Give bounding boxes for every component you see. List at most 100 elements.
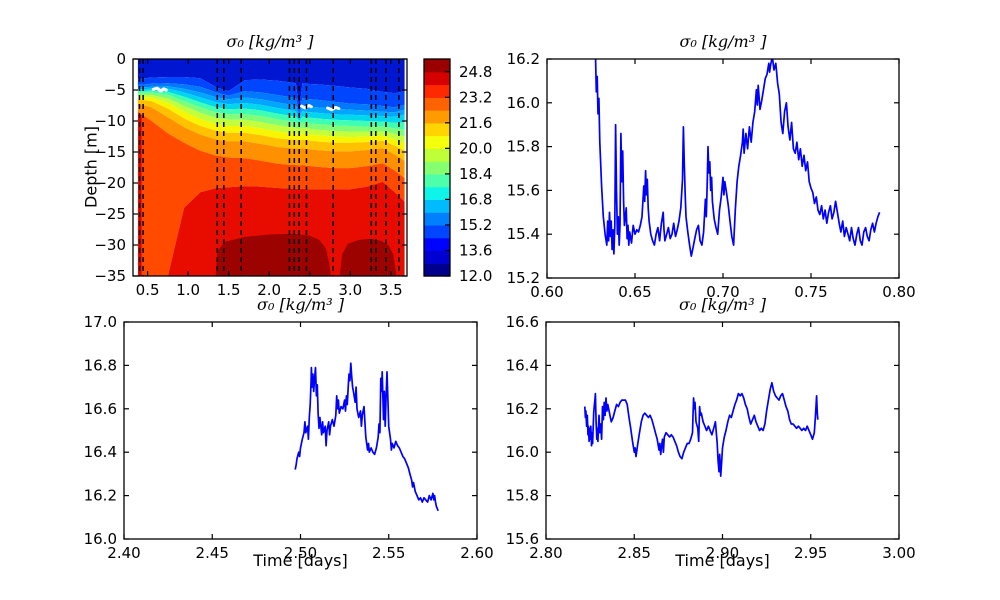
contour-band xyxy=(137,92,405,137)
profile3-xtick-label: 2.85 xyxy=(618,544,651,562)
profile3-ytick-label: 16.4 xyxy=(506,356,539,374)
colorbar-tick-label: 20.0 xyxy=(459,139,492,157)
contour-band xyxy=(137,90,405,130)
profile2-xtick-label: 2.55 xyxy=(372,544,405,562)
profile1-xtick-label: 0.75 xyxy=(794,283,827,301)
contour-xtick-label: 2.5 xyxy=(298,281,322,299)
profile3-ytick-label: 15.8 xyxy=(506,487,539,505)
profile3-xtick-label: 3.00 xyxy=(882,544,915,562)
depth-axis-label: Depth [m] xyxy=(81,126,101,208)
profile2-ytick-label: 16.4 xyxy=(84,443,117,461)
colorbar-segment xyxy=(424,161,450,175)
colorbar-segment xyxy=(424,237,450,252)
contour-ytick-label: 0 xyxy=(116,50,126,68)
profile1-axes: 0.60 0.65 0.70 0.75 0.80 15.2 15.4 15.6 15.8 16.0… xyxy=(507,50,916,301)
profile1-ytick-label: 16.0 xyxy=(507,94,540,112)
profile2-ytick-label: 16.0 xyxy=(84,530,117,548)
colorbar-tick-label: 23.2 xyxy=(459,88,492,106)
contour-ytick-label: −15 xyxy=(94,143,126,161)
colorbar-tick-label: 12.0 xyxy=(459,267,492,285)
contour-frame xyxy=(132,58,408,277)
colorbar-segment xyxy=(424,212,450,226)
colorbar: 24.8 23.2 21.6 20.0 18.4 16.8 15.2 13.6 12.0 xyxy=(423,58,492,285)
contour-xtick-label: 2.0 xyxy=(257,281,281,299)
series1-title: σ₀ [kg/m³ ] xyxy=(679,32,767,51)
profile-plot-3 xyxy=(583,381,819,477)
profile1-xtick-label: 0.65 xyxy=(618,283,651,301)
contour-band xyxy=(137,86,405,119)
contour-ytick-label: −5 xyxy=(104,81,126,99)
profile2-ytick-label: 17.0 xyxy=(84,313,117,331)
time-axis-label-left: Time [days] xyxy=(253,551,348,570)
profile2-ytick-label: 16.6 xyxy=(84,400,117,418)
profile2-xtick-label: 2.45 xyxy=(196,544,229,562)
density-curve xyxy=(594,59,881,257)
colorbar-segment xyxy=(424,186,450,201)
profile3-ytick-label: 16.6 xyxy=(506,313,539,331)
profile3-ytick-label: 16.0 xyxy=(506,443,539,461)
profile1-xtick-label: 0.60 xyxy=(530,283,563,301)
profile-plot-2 xyxy=(294,362,439,512)
colorbar-segment xyxy=(424,122,450,137)
contour-band xyxy=(137,77,405,114)
contour-ytick-label: −10 xyxy=(94,112,126,130)
profile2-xtick-label: 2.60 xyxy=(460,544,493,562)
profile1-frame xyxy=(546,58,900,279)
colorbar-segment xyxy=(424,97,450,111)
contour-xtick-label: 3.0 xyxy=(338,281,362,299)
profile3-frame xyxy=(545,321,900,540)
colorbar-segment xyxy=(424,224,450,239)
contour-ytick-label: −35 xyxy=(94,267,126,285)
density-curve xyxy=(294,362,439,512)
contour-band xyxy=(137,96,405,151)
contour-plot xyxy=(137,59,405,276)
profile2-ytick-label: 16.2 xyxy=(84,487,117,505)
profile3-xtick-label: 2.95 xyxy=(794,544,827,562)
contour-band xyxy=(137,99,405,161)
colorbar-segment xyxy=(424,173,450,188)
colorbar-segment xyxy=(424,84,450,98)
colorbar-segment xyxy=(424,199,450,213)
contour-xtick-label: 1.5 xyxy=(217,281,241,299)
profile2-ytick-label: 16.8 xyxy=(84,356,117,374)
colorbar-segment xyxy=(424,148,450,162)
contour-ytick-label: −25 xyxy=(94,205,126,223)
contour-band xyxy=(137,95,405,144)
colorbar-tick-label: 15.2 xyxy=(459,216,492,234)
contour-axes: 0.5 1.0 1.5 2.0 2.5 3.0 3.5 0 −5 −10 −15 −20 −25 −30 −… xyxy=(94,50,408,299)
contour-xtick-label: 0.5 xyxy=(136,281,160,299)
profile1-ytick-label: 16.2 xyxy=(507,50,540,68)
time-axis-label-right: Time [days] xyxy=(675,551,770,570)
colorbar-tick-label: 24.8 xyxy=(459,63,492,81)
colorbar-segment xyxy=(424,110,450,124)
colorbar-segment xyxy=(424,59,450,73)
contour-label-gap xyxy=(151,86,168,93)
colorbar-tick-label: 21.6 xyxy=(459,114,492,132)
profile1-ytick-label: 15.2 xyxy=(507,269,540,287)
profile-plot-1 xyxy=(594,59,881,257)
profile1-ytick-label: 15.8 xyxy=(507,138,540,156)
contour-xtick-label: 1.0 xyxy=(176,281,200,299)
colorbar-segment xyxy=(424,263,450,277)
profile3-ytick-label: 15.6 xyxy=(506,530,539,548)
colorbar-segment xyxy=(424,135,450,149)
contour-band xyxy=(137,111,405,276)
deep-red-lobe xyxy=(339,238,397,276)
colorbar-segment xyxy=(424,71,450,86)
profile2-xtick-label: 2.50 xyxy=(284,544,317,562)
profile3-xtick-label: 2.90 xyxy=(706,544,739,562)
profile3-axes: 2.80 2.85 2.90 2.95 3.00 15.6 15.8 16.0 16.2 16.4… xyxy=(506,313,916,562)
contour-ytick-label: −20 xyxy=(94,174,126,192)
profile1-ytick-label: 15.6 xyxy=(507,181,540,199)
series3-title: σ₀ [kg/m³ ] xyxy=(679,295,766,314)
profile1-ytick-label: 15.4 xyxy=(507,225,540,243)
contour-ytick-label: −30 xyxy=(94,236,126,254)
profile1-xtick-label: 0.80 xyxy=(882,283,915,301)
colorbar-segment xyxy=(424,250,450,264)
contour-band xyxy=(137,181,405,276)
profile3-ytick-label: 16.2 xyxy=(506,400,539,418)
colorbar-frame xyxy=(423,58,451,277)
density-curve xyxy=(583,381,819,477)
